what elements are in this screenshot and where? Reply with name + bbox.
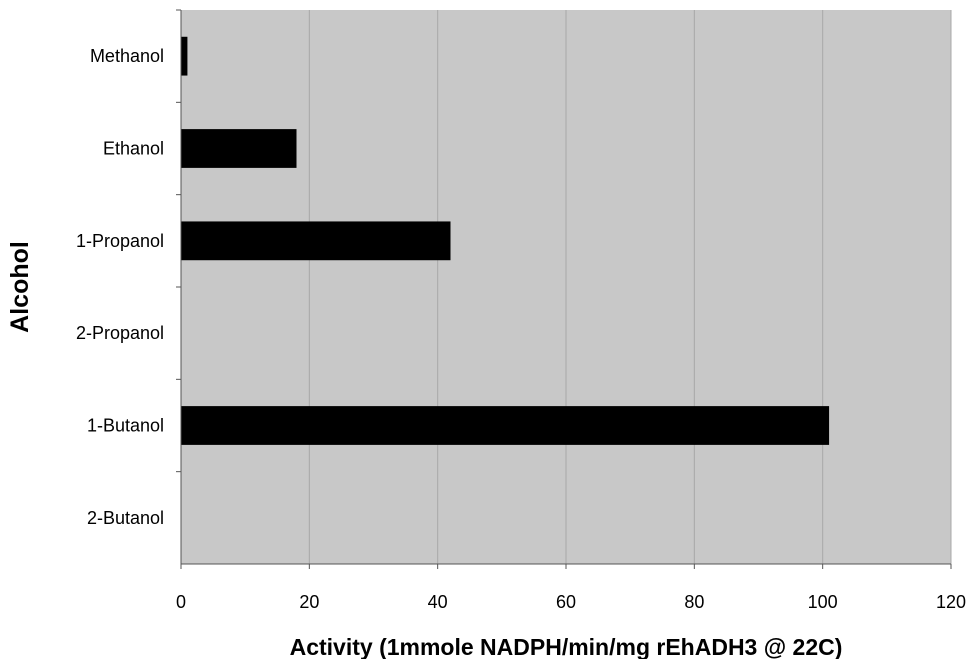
bar [181,36,188,76]
y-tick-label: 2-Butanol [87,508,164,528]
x-tick-label: 20 [299,592,319,612]
x-axis-title: Activity (1mmole NADPH/min/mg rEhADH3 @ … [290,634,843,659]
x-tick-label: 0 [176,592,186,612]
y-tick-label: Methanol [90,46,164,66]
x-tick-label: 60 [556,592,576,612]
x-tick-label: 120 [936,592,966,612]
y-axis-title: Alcohol [6,241,34,333]
bar [181,406,830,445]
bar [181,221,451,261]
y-tick-label: 2-Propanol [76,323,164,343]
x-tick-label: 100 [808,592,838,612]
y-tick-labels: Methanol Ethanol 1-Propanol 2-Propanol 1-But… [76,9,181,528]
bar [181,129,297,168]
y-tick-label: 1-Propanol [76,231,164,251]
y-tick-label: 1-Butanol [87,416,164,436]
y-tick-label: Ethanol [103,139,164,159]
gridlines [308,10,952,564]
x-tick-labels: 0 20 40 60 80 100 120 [176,564,966,612]
x-tick-label: 40 [428,592,448,612]
bars [181,36,830,445]
x-tick-label: 80 [684,592,704,612]
